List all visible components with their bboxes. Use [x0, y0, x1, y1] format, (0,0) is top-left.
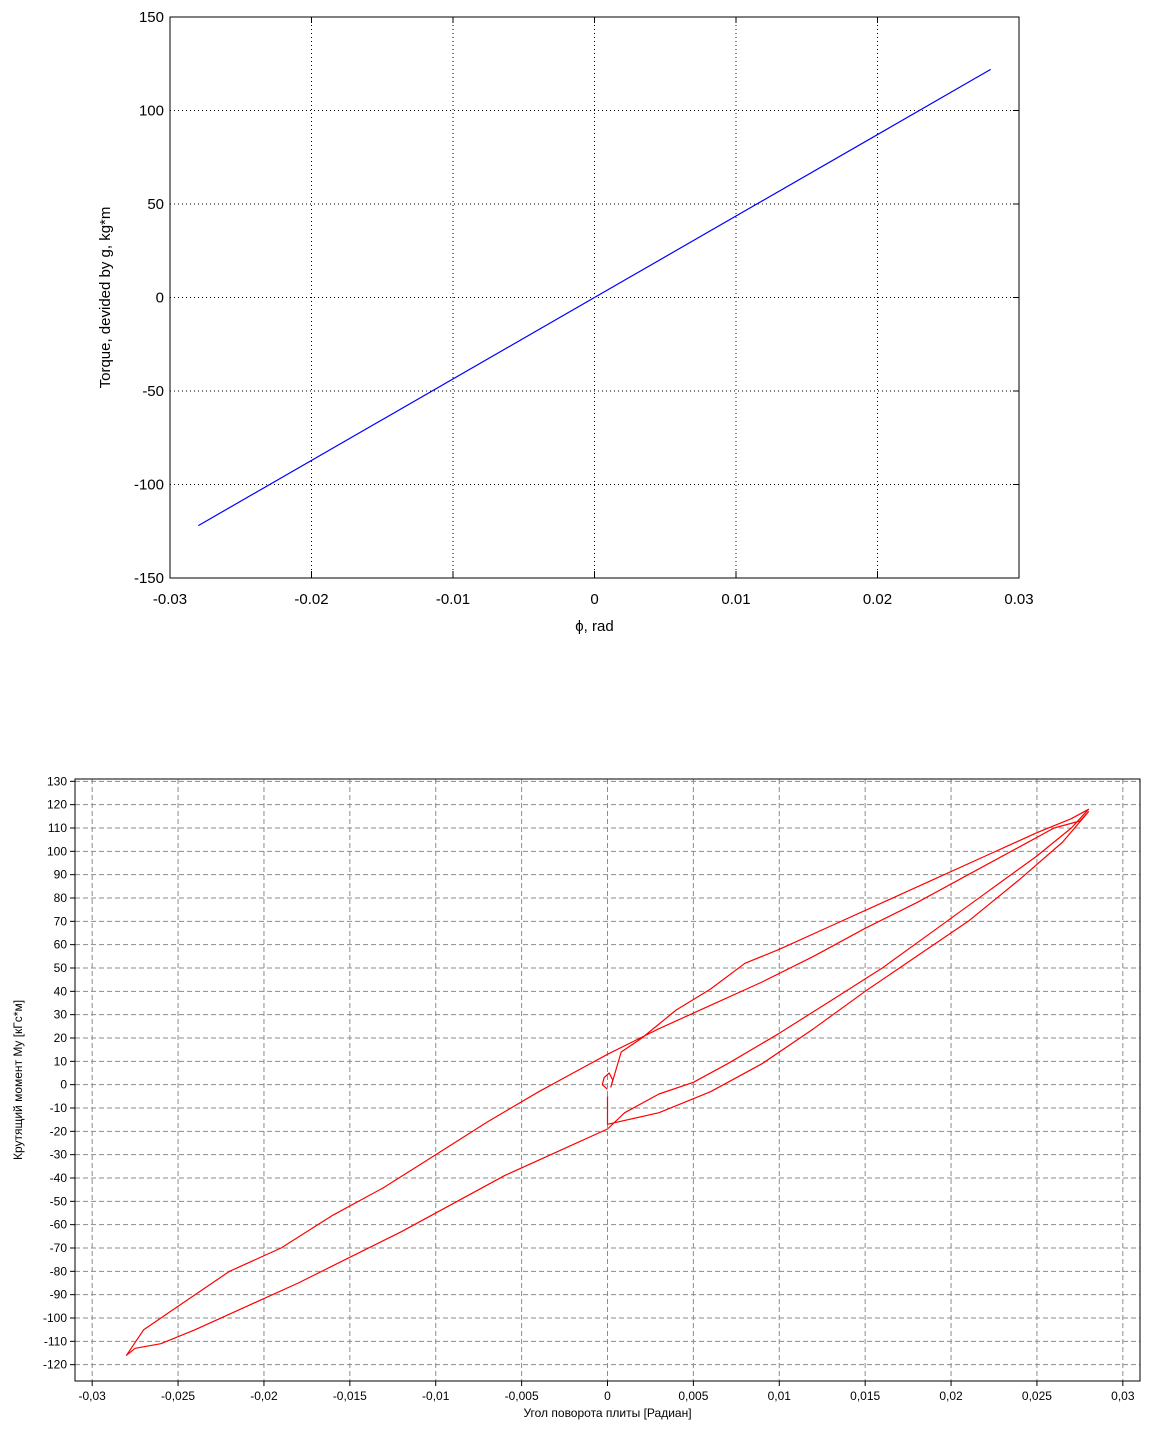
x-tick-label: -0.01: [436, 591, 470, 608]
y-tick-label: 0: [156, 290, 164, 307]
y-tick-label: 30: [54, 1008, 68, 1022]
x-tick-label: 0,01: [768, 1389, 792, 1403]
x-tick-label: 0: [590, 591, 598, 608]
y-tick-label: -80: [50, 1264, 68, 1278]
x-tick-label: -0,005: [505, 1389, 539, 1403]
y-tick-label: -50: [142, 383, 164, 400]
y-tick-label: -50: [50, 1194, 68, 1208]
x-tick-label: -0,02: [250, 1389, 278, 1403]
y-tick-label: 50: [54, 961, 68, 975]
x-tick-label: -0,01: [422, 1389, 450, 1403]
y-tick-label: -20: [50, 1124, 68, 1138]
x-tick-label: 0,03: [1111, 1389, 1135, 1403]
y-tick-label: -40: [50, 1171, 68, 1185]
hysteresis-loop-chart: -0,03 -0,025 -0,02 -0,015 -0,01 -0,005 0 0,005 0…: [11, 774, 1141, 1420]
y-tick-label: 130: [47, 774, 67, 788]
y-axis-label: Torque, devided by g, kg*m: [97, 207, 114, 389]
y-tick-label: -100: [134, 477, 164, 494]
y-tick-label: 20: [54, 1031, 68, 1045]
x-tick-label: 0,015: [850, 1389, 880, 1403]
y-tick-label: 40: [54, 984, 68, 998]
y-tick-label: -150: [134, 570, 164, 587]
y-tick-label: -90: [50, 1288, 68, 1302]
y-tick-label: 70: [54, 914, 68, 928]
y-tick-label: 150: [139, 9, 164, 26]
y-tick-label: -60: [50, 1218, 68, 1232]
x-tick-label: -0,025: [161, 1389, 195, 1403]
y-tick-label: 80: [54, 891, 68, 905]
y-tick-label: 0: [60, 1078, 67, 1092]
y-tick-label: -10: [50, 1101, 68, 1115]
x-tick-label: 0,025: [1022, 1389, 1052, 1403]
y-tick-label: 100: [139, 103, 164, 120]
y-tick-label: 110: [48, 821, 67, 835]
torque-line-chart: -0.03 -0.02 -0.01 0 0.01 0.02 0.03 -150 -100 -50 0…: [97, 9, 1034, 635]
y-tick-label: -100: [43, 1311, 67, 1325]
y-tick-label: 10: [54, 1054, 68, 1068]
x-tick-label: -0.03: [153, 591, 187, 608]
series-line: [125, 808, 1090, 1356]
x-tick-label: 0.02: [863, 591, 892, 608]
y-tick-label: 100: [47, 844, 67, 858]
x-axis-label: Угол поворота плиты [Радиан]: [523, 1406, 691, 1420]
x-tick-label: 0.01: [721, 591, 750, 608]
series-line: [198, 68, 991, 527]
x-tick-label: 0: [604, 1389, 611, 1403]
y-tick-label: 60: [54, 938, 68, 952]
x-tick-label: -0,015: [333, 1389, 367, 1403]
x-tick-label: -0.02: [294, 591, 328, 608]
y-tick-label: -110: [44, 1334, 67, 1348]
x-tick-label: 0,005: [678, 1389, 708, 1403]
y-tick-label: -120: [43, 1358, 67, 1372]
x-tick-label: 0,02: [939, 1389, 963, 1403]
y-tick-label: -30: [50, 1148, 68, 1162]
x-tick-label: 0.03: [1004, 591, 1033, 608]
y-tick-label: 120: [47, 798, 67, 812]
y-tick-label: -70: [50, 1241, 68, 1255]
y-tick-label: 90: [54, 868, 68, 882]
x-tick-label: -0,03: [78, 1389, 106, 1403]
y-axis-label: Крутящий момент My [кГс*м]: [11, 1000, 25, 1160]
y-tick-label: 50: [147, 196, 164, 213]
x-axis-label: ϕ, rad: [575, 618, 613, 635]
